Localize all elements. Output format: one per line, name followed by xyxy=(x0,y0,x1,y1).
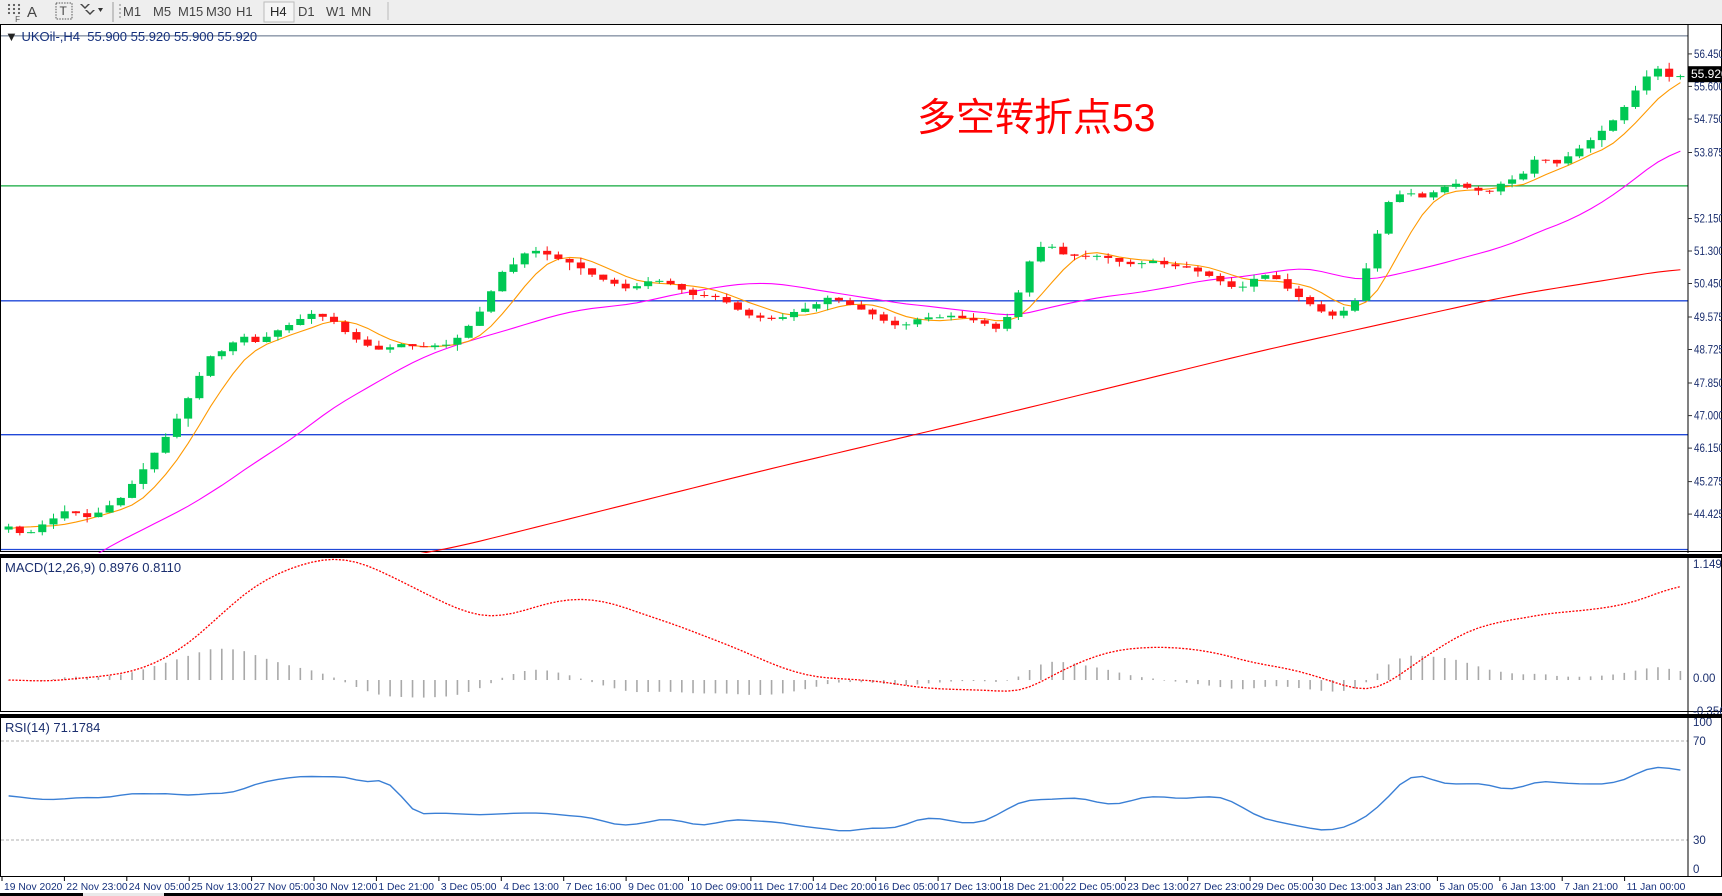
svg-text:M5: M5 xyxy=(153,4,171,19)
svg-text:M1: M1 xyxy=(123,4,141,19)
svg-text:49.575: 49.575 xyxy=(1694,310,1722,324)
svg-text:H4: H4 xyxy=(270,4,287,19)
svg-text:0: 0 xyxy=(1693,864,1699,876)
svg-text:29 Dec 05:00: 29 Dec 05:00 xyxy=(1252,882,1314,893)
svg-text:16 Dec 05:00: 16 Dec 05:00 xyxy=(878,882,940,893)
svg-text:17 Dec 13:00: 17 Dec 13:00 xyxy=(940,882,1002,893)
svg-text:19 Nov 2020: 19 Nov 2020 xyxy=(4,882,63,893)
svg-text:1.149: 1.149 xyxy=(1693,559,1722,571)
svg-text:54.750: 54.750 xyxy=(1694,112,1722,126)
svg-text:T: T xyxy=(60,4,68,18)
svg-text:1 Dec 21:00: 1 Dec 21:00 xyxy=(378,882,434,893)
svg-text:M15: M15 xyxy=(178,4,203,19)
svg-text:7 Jan 21:00: 7 Jan 21:00 xyxy=(1564,882,1618,893)
svg-text:53.875: 53.875 xyxy=(1694,146,1722,160)
svg-text:6 Jan 13:00: 6 Jan 13:00 xyxy=(1502,882,1556,893)
svg-text:23 Dec 13:00: 23 Dec 13:00 xyxy=(1127,882,1189,893)
svg-text:50.450: 50.450 xyxy=(1694,277,1722,291)
svg-text:47.000: 47.000 xyxy=(1694,409,1722,423)
svg-text:D1: D1 xyxy=(298,4,315,19)
svg-text:9 Dec 01:00: 9 Dec 01:00 xyxy=(628,882,684,893)
svg-text:25 Nov 13:00: 25 Nov 13:00 xyxy=(191,882,253,893)
svg-text:3 Dec 05:00: 3 Dec 05:00 xyxy=(441,882,497,893)
svg-text:W1: W1 xyxy=(326,4,346,19)
svg-text:7 Dec 16:00: 7 Dec 16:00 xyxy=(566,882,622,893)
svg-text:30: 30 xyxy=(1693,835,1706,847)
svg-text:18 Dec 21:00: 18 Dec 21:00 xyxy=(1003,882,1065,893)
svg-text:0.00: 0.00 xyxy=(1693,673,1715,685)
svg-text:4 Dec 13:00: 4 Dec 13:00 xyxy=(503,882,559,893)
svg-text:30 Dec 13:00: 30 Dec 13:00 xyxy=(1315,882,1377,893)
svg-text:24 Nov 05:00: 24 Nov 05:00 xyxy=(129,882,191,893)
svg-text:14 Dec 20:00: 14 Dec 20:00 xyxy=(815,882,877,893)
svg-text:22 Nov 23:00: 22 Nov 23:00 xyxy=(66,882,128,893)
svg-text:52.150: 52.150 xyxy=(1694,212,1722,226)
svg-text:11 Dec 17:00: 11 Dec 17:00 xyxy=(753,882,814,893)
svg-text:100: 100 xyxy=(1693,718,1712,729)
svg-text:46.150: 46.150 xyxy=(1694,441,1722,455)
svg-text:A: A xyxy=(27,4,37,21)
svg-text:70: 70 xyxy=(1693,736,1706,748)
svg-text:22 Dec 05:00: 22 Dec 05:00 xyxy=(1065,882,1127,893)
svg-text:5 Jan 05:00: 5 Jan 05:00 xyxy=(1439,882,1493,893)
svg-text:44.425: 44.425 xyxy=(1694,507,1722,521)
svg-text:27 Dec 23:00: 27 Dec 23:00 xyxy=(1190,882,1252,893)
svg-text:51.300: 51.300 xyxy=(1694,244,1722,258)
svg-text:30 Nov 12:00: 30 Nov 12:00 xyxy=(316,882,378,893)
svg-text:3 Jan 23:00: 3 Jan 23:00 xyxy=(1377,882,1431,893)
svg-text:55.920: 55.920 xyxy=(1691,67,1722,81)
svg-text:M30: M30 xyxy=(206,4,231,19)
svg-text:H1: H1 xyxy=(236,4,253,19)
svg-text:10 Dec 09:00: 10 Dec 09:00 xyxy=(691,882,753,893)
svg-text:F: F xyxy=(15,15,20,24)
svg-text:MN: MN xyxy=(351,4,371,19)
svg-text:45.275: 45.275 xyxy=(1694,475,1722,489)
svg-text:48.725: 48.725 xyxy=(1694,343,1722,357)
svg-text:47.850: 47.850 xyxy=(1694,376,1722,390)
svg-text:56.450: 56.450 xyxy=(1694,47,1722,61)
svg-text:27 Nov 05:00: 27 Nov 05:00 xyxy=(254,882,316,893)
svg-text:11 Jan 00:00: 11 Jan 00:00 xyxy=(1627,882,1686,893)
